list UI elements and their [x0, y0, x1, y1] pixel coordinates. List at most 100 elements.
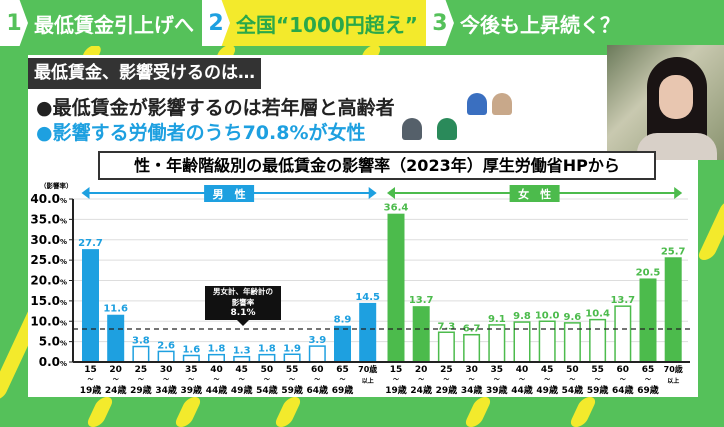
data-label: 1.9 — [283, 343, 301, 354]
x-tick-label: 69歳 — [332, 384, 354, 396]
x-tick-label: 34歳 — [155, 384, 177, 396]
x-tick-label: 19歳 — [385, 384, 407, 396]
bar — [488, 324, 506, 363]
x-tick-label: 〜 — [213, 377, 219, 384]
x-tick-label: 55 — [286, 365, 299, 375]
woman-worker-icon — [437, 118, 457, 140]
x-tick-label: 〜 — [87, 377, 93, 384]
x-tick-label: 24歳 — [105, 384, 127, 396]
x-tick-label: 〜 — [645, 377, 651, 384]
y-tick-label: 30.0% — [30, 233, 67, 247]
bullet-young-elderly: ●最低賃金が影響するのは若年層と高齢者 — [36, 97, 395, 119]
x-tick-label: 以上 — [667, 377, 679, 385]
y-tick-label: 25.0% — [30, 253, 67, 267]
x-tick-label: 40 — [516, 365, 529, 375]
x-tick-label: 〜 — [595, 377, 601, 384]
x-tick-label: 45 — [541, 365, 554, 375]
x-tick-label: 39歳 — [181, 384, 203, 396]
bar — [538, 320, 556, 363]
x-tick-label: 〜 — [519, 377, 525, 384]
data-label: 14.5 — [355, 292, 380, 303]
x-tick-label: 〜 — [494, 377, 500, 384]
x-tick-label: 24歳 — [410, 384, 432, 396]
x-tick-label: 〜 — [239, 377, 245, 384]
y-tick-label: 0.0% — [39, 355, 67, 369]
data-label: 10.4 — [585, 309, 610, 320]
series-label-box — [509, 185, 560, 202]
bar-chart: （影響率） 27.7 11.6 3.8 2.6 1.6 1.8 1.3 1.8 1.9 3.9 8.… — [30, 181, 690, 396]
x-tick-label: 15 — [84, 365, 97, 375]
topic-label: 全国“1000円超え” — [236, 12, 418, 37]
series-label: 男 性 — [213, 187, 246, 201]
x-tick-label: 25 — [135, 365, 148, 375]
x-tick-label: 〜 — [339, 377, 345, 384]
y-tick-label: 20.0% — [30, 274, 67, 288]
series-label: 女 性 — [518, 187, 551, 201]
bar — [437, 331, 455, 363]
x-tick-label: 50 — [566, 365, 579, 375]
x-tick-label: 〜 — [264, 377, 270, 384]
reference-annotation: 男女計、年齢計の 影響率 8.1% — [205, 286, 281, 326]
y-axis-label: （影響率） — [40, 181, 73, 190]
x-tick-label: 〜 — [113, 377, 119, 384]
x-tick-label: 39歳 — [486, 384, 508, 396]
bar — [513, 321, 531, 363]
x-tick-label: 〜 — [163, 377, 169, 384]
x-tick-label: 〜 — [544, 377, 550, 384]
x-tick-label: 65 — [336, 365, 349, 375]
data-label: 13.7 — [409, 295, 434, 306]
bar — [334, 325, 351, 362]
x-tick-label: 〜 — [569, 377, 575, 384]
x-tick-label: 45 — [235, 365, 248, 375]
section-subtitle: 最低賃金、影響受けるのは… — [28, 58, 261, 89]
bar — [412, 306, 430, 362]
x-tick-label: 49歳 — [231, 384, 253, 396]
x-tick-label: 〜 — [289, 377, 295, 384]
bar — [258, 353, 276, 363]
y-tick-label: 35.0% — [30, 212, 67, 226]
arrow-right-icon — [368, 187, 377, 199]
x-tick-label: 〜 — [469, 377, 475, 384]
topic-2-active: 2 全国“1000円超え” — [202, 0, 426, 46]
x-tick-label: 以上 — [362, 377, 374, 385]
x-tick-label: 30 — [465, 365, 478, 375]
x-tick-label: 70歳 — [664, 364, 683, 374]
y-tick-label: 40.0% — [30, 192, 67, 206]
x-tick-label: 30 — [160, 365, 173, 375]
x-tick-label: 34歳 — [461, 384, 483, 396]
x-tick-label: 〜 — [314, 377, 320, 384]
data-label: 3.8 — [132, 336, 150, 347]
x-tick-label: 70歳 — [358, 364, 377, 374]
x-tick-label: 25 — [440, 365, 453, 375]
data-label: 13.7 — [610, 295, 635, 306]
bar — [157, 350, 175, 363]
x-tick-label: 29歳 — [130, 384, 152, 396]
y-tick-label: 10.0% — [30, 314, 67, 328]
x-tick-label: 15 — [390, 365, 403, 375]
data-label: 10.0 — [535, 310, 560, 321]
topic-1: 1 最低賃金引上げへ — [0, 0, 202, 46]
bar — [589, 318, 607, 363]
data-label: 11.6 — [103, 304, 128, 315]
x-tick-label: 54歳 — [256, 384, 278, 396]
data-label: 1.8 — [258, 344, 276, 355]
data-label: 36.4 — [384, 203, 409, 214]
data-label: 20.5 — [636, 267, 661, 278]
bar — [664, 257, 682, 362]
data-label: 8.9 — [334, 315, 352, 326]
data-label: 1.6 — [182, 344, 200, 355]
x-tick-label: 44歳 — [511, 384, 533, 396]
x-tick-label: 〜 — [443, 377, 449, 384]
x-tick-label: 〜 — [138, 377, 144, 384]
x-tick-label: 55 — [591, 365, 604, 375]
data-label: 9.8 — [513, 311, 531, 322]
x-tick-label: 〜 — [418, 377, 424, 384]
x-tick-label: 19歳 — [80, 384, 102, 396]
x-tick-label: 35 — [185, 365, 198, 375]
bar — [208, 353, 225, 363]
bar — [107, 314, 125, 362]
bar — [387, 213, 405, 362]
reference-label-1: 男女計、年齢計の — [213, 287, 273, 296]
data-label: 9.1 — [488, 314, 506, 325]
arrow-right-icon — [674, 187, 683, 199]
